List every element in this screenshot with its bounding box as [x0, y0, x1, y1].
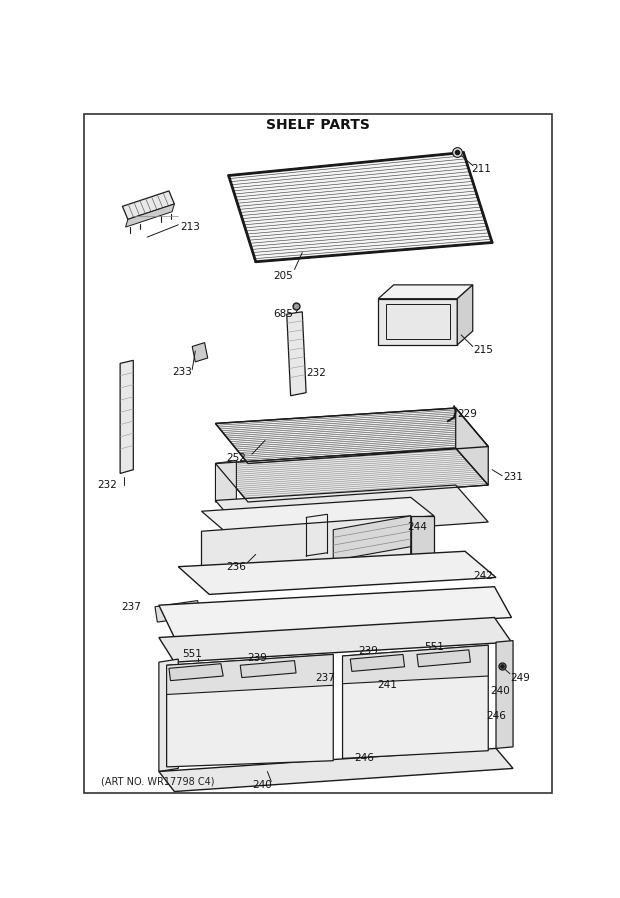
Text: 240: 240 — [490, 686, 510, 697]
Text: 215: 215 — [472, 346, 493, 356]
Polygon shape — [216, 485, 489, 539]
Text: 242: 242 — [472, 571, 493, 581]
Text: 685: 685 — [273, 309, 293, 319]
Polygon shape — [179, 551, 496, 594]
Text: 231: 231 — [503, 472, 524, 482]
Polygon shape — [350, 655, 404, 672]
Polygon shape — [216, 408, 489, 463]
Text: eReplacementParts.com: eReplacementParts.com — [250, 511, 386, 521]
Polygon shape — [155, 601, 200, 622]
Polygon shape — [159, 586, 512, 638]
Polygon shape — [458, 285, 472, 345]
Polygon shape — [241, 661, 296, 678]
Polygon shape — [417, 650, 471, 667]
Polygon shape — [386, 304, 450, 339]
Text: 551: 551 — [424, 642, 444, 652]
Text: 237: 237 — [121, 602, 141, 612]
Polygon shape — [202, 497, 434, 532]
Polygon shape — [334, 515, 410, 560]
Polygon shape — [192, 343, 208, 362]
Polygon shape — [159, 659, 179, 771]
Polygon shape — [125, 204, 174, 227]
Text: 232: 232 — [306, 368, 326, 378]
Polygon shape — [159, 748, 513, 791]
Text: 239: 239 — [358, 647, 378, 656]
Polygon shape — [427, 590, 496, 616]
Text: 240: 240 — [252, 780, 272, 790]
Polygon shape — [159, 618, 512, 662]
Polygon shape — [378, 299, 458, 345]
Text: 213: 213 — [180, 222, 200, 232]
Polygon shape — [169, 664, 223, 681]
Text: 205: 205 — [273, 270, 293, 280]
Text: 249: 249 — [510, 673, 530, 682]
Polygon shape — [286, 312, 306, 396]
Text: 229: 229 — [458, 409, 477, 419]
Polygon shape — [167, 655, 334, 694]
Text: 241: 241 — [378, 681, 397, 691]
Polygon shape — [496, 640, 513, 748]
Polygon shape — [342, 646, 489, 759]
Polygon shape — [229, 153, 492, 261]
Text: 246: 246 — [486, 711, 506, 721]
Polygon shape — [167, 655, 334, 767]
Polygon shape — [216, 448, 489, 502]
Text: 237: 237 — [316, 673, 335, 682]
Text: 252: 252 — [226, 453, 246, 463]
Text: 239: 239 — [247, 653, 267, 663]
Text: 232: 232 — [97, 480, 117, 490]
Text: 211: 211 — [471, 164, 491, 174]
Text: 244: 244 — [407, 523, 427, 533]
Text: 233: 233 — [172, 367, 192, 377]
Polygon shape — [120, 360, 133, 473]
Text: 246: 246 — [354, 753, 374, 763]
Polygon shape — [410, 515, 434, 559]
Polygon shape — [378, 285, 472, 299]
Text: SHELF PARTS: SHELF PARTS — [266, 118, 370, 132]
Polygon shape — [342, 646, 489, 683]
Polygon shape — [123, 191, 174, 219]
Polygon shape — [456, 408, 489, 485]
Text: 551: 551 — [182, 649, 202, 659]
Polygon shape — [202, 515, 410, 574]
Text: (ART NO. WR17798 C4): (ART NO. WR17798 C4) — [100, 777, 215, 787]
Polygon shape — [216, 461, 236, 502]
Text: 236: 236 — [226, 562, 246, 572]
